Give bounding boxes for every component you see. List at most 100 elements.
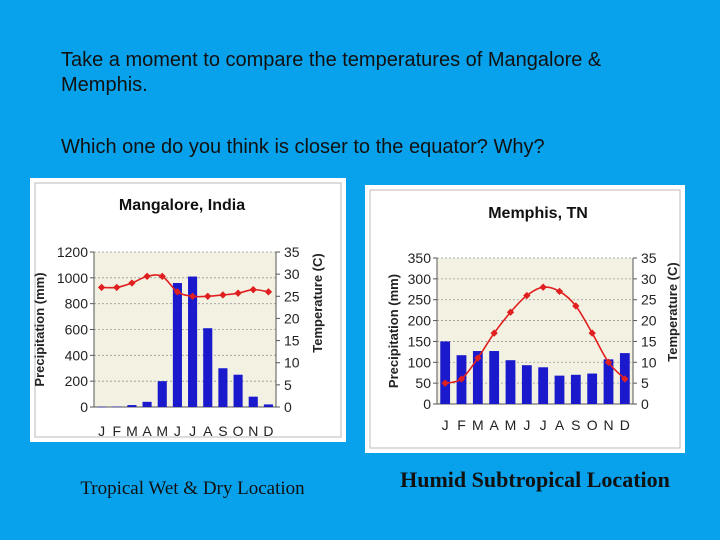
y-tick-label: 300	[408, 271, 432, 287]
precipitation-bar	[172, 283, 182, 407]
y-tick-label: 0	[80, 399, 88, 415]
y2-axis-label: Temperature (C)	[665, 262, 680, 361]
chart-title: Memphis, TN	[488, 205, 588, 222]
temperature-point	[204, 292, 212, 300]
precipitation-bar	[97, 406, 107, 408]
x-category-label: D	[263, 423, 273, 439]
mangalore-chart: Mangalore, India 0 200 400 600 800 1000 1200 0 5 1…	[30, 178, 346, 442]
x-category-label: D	[620, 417, 630, 433]
y2-tick-label: 0	[284, 399, 292, 415]
y2-tick-label: 35	[284, 244, 300, 260]
x-category-label: M	[156, 423, 168, 439]
y2-tick-label: 10	[284, 355, 300, 371]
precipitation-bar	[233, 374, 243, 407]
question-line-1: Take a moment to compare the temperature…	[61, 49, 602, 96]
y2-tick-label: 35	[641, 250, 657, 266]
y2-tick-label: 20	[641, 313, 657, 329]
y-tick-label: 200	[65, 373, 89, 389]
temperature-point	[234, 289, 242, 297]
y-tick-label: 1000	[57, 270, 88, 286]
precipitation-bar	[127, 405, 137, 407]
x-category-label: A	[203, 423, 213, 439]
chart-title: Mangalore, India	[119, 197, 245, 214]
x-category-label: N	[248, 423, 258, 439]
x-category-label: O	[233, 423, 244, 439]
precipitation-bar	[203, 328, 213, 407]
x-category-label: O	[587, 417, 598, 433]
temperature-point	[128, 279, 136, 287]
memphis-chart: Memphis, TN 0 50 100 150 200 250 300 350 0 5 10 15 20…	[365, 185, 685, 453]
y-tick-label: 150	[408, 333, 432, 349]
y-tick-label: 400	[65, 347, 89, 363]
temperature-point	[621, 375, 629, 383]
y2-tick-label: 25	[284, 288, 300, 304]
precipitation-bar	[248, 396, 258, 407]
x-category-label: A	[489, 417, 499, 433]
y-tick-label: 250	[408, 292, 432, 308]
y-tick-label: 50	[415, 375, 431, 391]
x-category-label: A	[555, 417, 565, 433]
y2-tick-label: 30	[641, 271, 657, 287]
precipitation-bar	[538, 367, 549, 404]
temperature-point	[588, 329, 596, 337]
precipitation-bar	[218, 368, 228, 407]
precipitation-bar	[603, 359, 614, 404]
x-category-label: N	[603, 417, 613, 433]
precipitation-bar	[554, 375, 565, 404]
y2-tick-label: 15	[641, 333, 657, 349]
x-category-label: S	[571, 417, 580, 433]
y-tick-label: 350	[408, 250, 432, 266]
x-category-label: M	[505, 417, 517, 433]
y-tick-label: 200	[408, 313, 432, 329]
plot-area	[437, 258, 633, 404]
y-tick-label: 600	[65, 322, 89, 338]
precipitation-bar	[489, 351, 500, 404]
temperature-point	[441, 379, 449, 387]
x-category-label: S	[218, 423, 227, 439]
y2-tick-label: 30	[284, 266, 300, 282]
y-tick-label: 1200	[57, 244, 88, 260]
precipitation-bar	[263, 404, 273, 407]
precipitation-bar	[570, 374, 581, 404]
precipitation-bar	[472, 351, 483, 404]
x-category-label: F	[112, 423, 121, 439]
y2-axis-label: Temperature (C)	[310, 253, 325, 352]
temperature-point	[572, 302, 580, 310]
x-category-label: J	[98, 423, 105, 439]
x-category-label: J	[523, 417, 530, 433]
x-category-label: J	[442, 417, 449, 433]
x-category-label: J	[540, 417, 547, 433]
y2-tick-label: 15	[284, 333, 300, 349]
y2-tick-label: 0	[641, 396, 649, 412]
precipitation-bar	[505, 360, 516, 404]
y-tick-label: 100	[408, 354, 432, 370]
y2-tick-label: 10	[641, 354, 657, 370]
x-category-label: A	[142, 423, 152, 439]
x-category-label: M	[472, 417, 484, 433]
y-axis-label: Precipitation (mm)	[32, 272, 47, 386]
y-tick-label: 800	[65, 296, 89, 312]
precipitation-bar	[440, 341, 451, 404]
precipitation-bar	[521, 365, 532, 404]
y2-tick-label: 25	[641, 292, 657, 308]
left-caption: Tropical Wet & Dry Location	[80, 478, 305, 499]
precipitation-bar	[157, 381, 167, 407]
x-category-label: J	[174, 423, 181, 439]
y2-tick-label: 20	[284, 310, 300, 326]
y-tick-label: 0	[423, 396, 431, 412]
right-caption: Humid Subtropical Location	[400, 467, 670, 492]
precipitation-bar	[188, 276, 198, 407]
question-line-2: Which one do you think is closer to the …	[61, 136, 545, 158]
temperature-point	[457, 375, 466, 383]
temperature-point	[249, 285, 257, 294]
y2-tick-label: 5	[641, 375, 649, 391]
x-category-label: F	[457, 417, 466, 433]
x-category-label: M	[126, 423, 138, 439]
plot-area	[94, 252, 276, 407]
y-axis-label: Precipitation (mm)	[386, 274, 401, 388]
precipitation-bar	[142, 401, 152, 407]
x-category-label: J	[189, 423, 196, 439]
precipitation-bar	[587, 373, 598, 404]
y2-tick-label: 5	[284, 377, 292, 393]
precipitation-bar	[112, 406, 122, 408]
